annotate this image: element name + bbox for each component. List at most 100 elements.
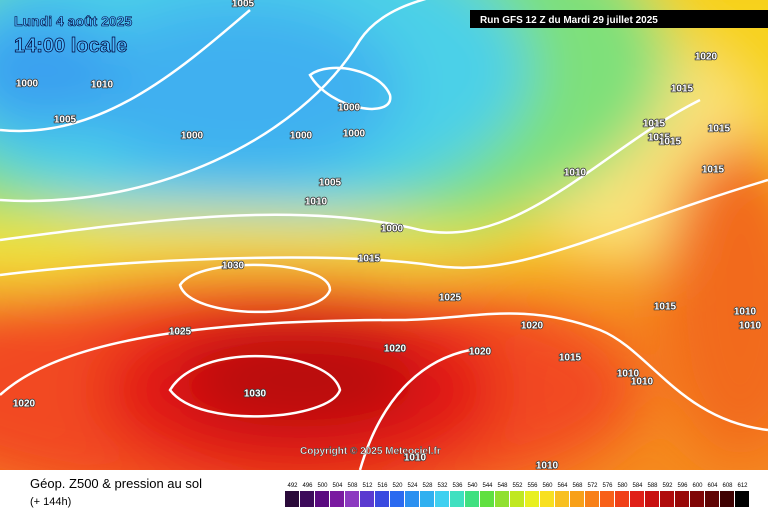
scale-label: 572: [587, 483, 598, 489]
scale-swatch: [435, 491, 449, 507]
scale-label: 588: [647, 483, 658, 489]
scale-swatch: [735, 491, 749, 507]
isobar-label: 1030: [222, 261, 245, 272]
isobar-label: 1020: [13, 399, 36, 410]
scale-label: 520: [392, 483, 403, 489]
scale-label: 516: [377, 483, 388, 489]
scale-swatch: [495, 491, 509, 507]
isobar-label: 1005: [54, 115, 77, 126]
isobar-label: 1020: [384, 344, 407, 355]
scale-label: 552: [512, 483, 523, 489]
scale-label: 508: [347, 483, 358, 489]
scale-label: 600: [692, 483, 703, 489]
isobar-label: 1010: [564, 168, 587, 179]
isobar-label: 1010: [305, 197, 328, 208]
scale-swatch: [630, 491, 644, 507]
isobars: [0, 0, 768, 470]
scale-label: 536: [452, 483, 463, 489]
footer-title: Géop. Z500 & pression au sol: [30, 476, 202, 491]
scale-label: 592: [662, 483, 673, 489]
scale-label: 544: [482, 483, 493, 489]
scale-swatch: [420, 491, 434, 507]
scale-label: 504: [332, 483, 343, 489]
isobar-label: 1020: [695, 52, 718, 63]
scale-label: 560: [542, 483, 553, 489]
date-text: Lundi 4 août 2025: [14, 13, 132, 29]
isobar-label: 1015: [559, 353, 582, 364]
scale-label: 604: [707, 483, 718, 489]
isobar-label: 1010: [734, 307, 757, 318]
scale-swatch: [690, 491, 704, 507]
scale-swatch: [465, 491, 479, 507]
isobar-label: 1005: [232, 0, 255, 10]
isobar-label: 1015: [654, 302, 677, 313]
isobar-label: 1000: [343, 129, 366, 140]
scale-swatch: [480, 491, 494, 507]
run-box: Run GFS 12 Z du Mardi 29 juillet 2025: [470, 10, 768, 28]
scale-swatch: [510, 491, 524, 507]
scale-swatch: [570, 491, 584, 507]
scale-label: 584: [632, 483, 643, 489]
isobar-label: 1025: [169, 327, 192, 338]
scale-swatch: [585, 491, 599, 507]
scale-swatch: [390, 491, 404, 507]
isobar-label: 1000: [290, 131, 313, 142]
isobar-label: 1000: [16, 79, 39, 90]
scale-label: 492: [287, 483, 298, 489]
isobar-label: 1000: [181, 131, 204, 142]
isobar-label: 1025: [439, 293, 462, 304]
scale-swatch: [525, 491, 539, 507]
scale-label: 528: [422, 483, 433, 489]
scale-swatch: [615, 491, 629, 507]
run-text: Run GFS 12 Z du Mardi 29 juillet 2025: [480, 15, 658, 26]
isobar-label: 1015: [358, 254, 381, 265]
scale-label: 500: [317, 483, 328, 489]
isobar-label: 1000: [381, 224, 404, 235]
scale-swatch: [540, 491, 554, 507]
isobar-label: 1020: [521, 321, 544, 332]
scale-label: 612: [737, 483, 748, 489]
isobar-label: 1005: [319, 178, 342, 189]
scale-label: 568: [572, 483, 583, 489]
copyright: Copyright © 2025 Meteociel.fr: [300, 446, 441, 457]
scale-swatch: [645, 491, 659, 507]
scale-label: 512: [362, 483, 373, 489]
scale-label: 576: [602, 483, 613, 489]
scale-swatch: [555, 491, 569, 507]
isobar-label: 1010: [91, 80, 114, 91]
scale-swatch: [660, 491, 674, 507]
scale-label: 596: [677, 483, 688, 489]
isobar-label: 1010: [617, 369, 640, 380]
scale-swatch: [600, 491, 614, 507]
scale-swatch: [375, 491, 389, 507]
scale-swatch: [450, 491, 464, 507]
scale-swatch: [360, 491, 374, 507]
isobar-label: 1010: [404, 453, 427, 464]
isobar-label: 1015: [643, 119, 666, 130]
isobar-label: 1030: [244, 389, 267, 400]
isobar-label: 1010: [631, 377, 654, 388]
isobar-label: 1010: [739, 321, 762, 332]
scale-swatch: [405, 491, 419, 507]
scale-swatch: [705, 491, 719, 507]
isobar-label: 1015: [659, 137, 682, 148]
scale-label: 608: [722, 483, 733, 489]
scale-swatch: [285, 491, 299, 507]
scale-swatch: [315, 491, 329, 507]
scale-label: 580: [617, 483, 628, 489]
scale-label: 532: [437, 483, 448, 489]
scale-label: 540: [467, 483, 478, 489]
time-text: 14:00 locale: [14, 35, 127, 57]
isobar-label: 1015: [648, 133, 671, 144]
isobar-label: 1015: [702, 165, 725, 176]
scale-swatch: [345, 491, 359, 507]
scale-label: 556: [527, 483, 538, 489]
isobar-label: 1010: [536, 461, 559, 472]
footer-lead: (+ 144h): [30, 496, 71, 508]
color-scale: 492 496 500 504 508 512 516 520 524 528 532 536 540 5…: [285, 483, 749, 507]
scale-label: 496: [302, 483, 313, 489]
isobar-label: 1015: [671, 84, 694, 95]
